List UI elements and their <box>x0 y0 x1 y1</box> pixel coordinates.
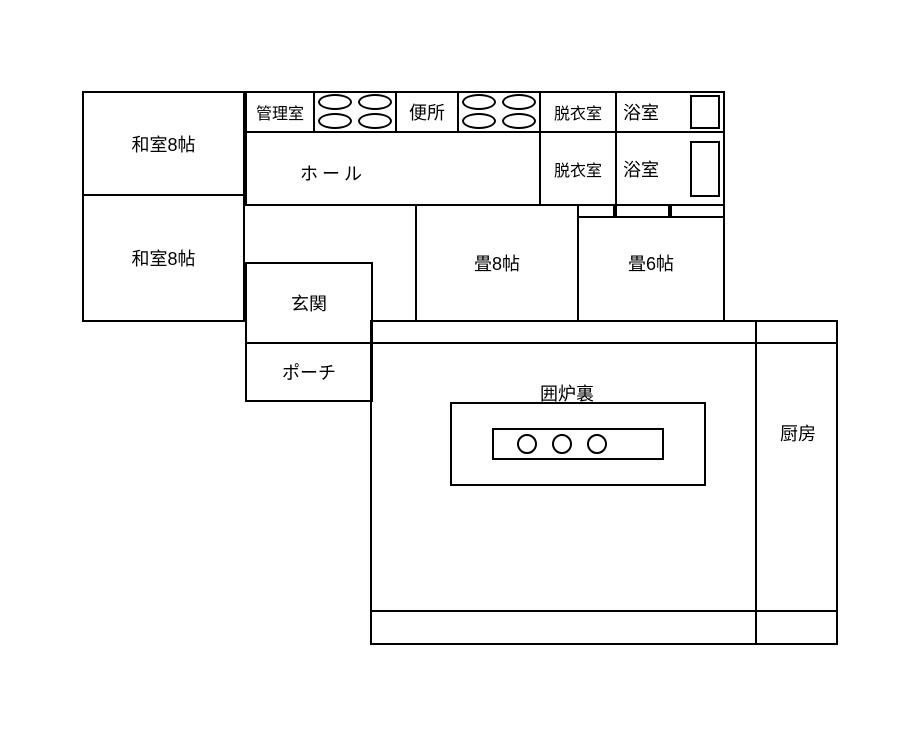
room-porch: ポーチ <box>245 342 373 402</box>
floorplan-canvas: 和室8帖 和室8帖 管理室 便所 脱衣室 浴室 脱衣室 浴室 ホール 畳8帖 <box>0 0 920 736</box>
room-datsui-top: 脱衣室 <box>539 91 617 133</box>
room-tatami6: 畳6帖 <box>577 204 725 322</box>
tiny-cell <box>670 204 725 218</box>
room-label: 和室8帖 <box>131 245 195 271</box>
bath-tub-bottom <box>690 141 720 197</box>
room-benjo: 便所 <box>395 91 459 133</box>
room-label: 畳8帖 <box>474 250 520 276</box>
wc-fixture-icon <box>358 94 392 110</box>
room-label: 管理室 <box>256 100 304 124</box>
room-label: 玄関 <box>291 290 327 316</box>
room-label: 浴室 <box>623 156 659 182</box>
room-washitsu8-top: 和室8帖 <box>82 91 245 196</box>
room-kanri: 管理室 <box>245 91 315 133</box>
wc-fixture-icon <box>462 113 496 129</box>
chubo-label: 厨房 <box>780 420 816 446</box>
wc-fixture-icon <box>502 94 536 110</box>
wc-fixture-icon <box>462 94 496 110</box>
room-label: 脱衣室 <box>554 100 602 124</box>
wc-fixture-icon <box>502 113 536 129</box>
bath-tub-top <box>690 95 720 129</box>
irori-circle-icon <box>517 434 537 454</box>
room-washitsu8-bottom: 和室8帖 <box>82 194 245 322</box>
wc-fixture-icon <box>318 113 352 129</box>
hall-label: ホール <box>300 160 366 186</box>
room-label: ポーチ <box>282 359 336 385</box>
wc-fixture-icon <box>318 94 352 110</box>
room-tatami8: 畳8帖 <box>415 204 579 322</box>
kitchen-wall <box>755 320 838 645</box>
room-label: 畳6帖 <box>628 250 674 276</box>
room-label: 脱衣室 <box>554 157 602 181</box>
room-label: 和室8帖 <box>131 131 195 157</box>
wc-fixture-icon <box>358 113 392 129</box>
tiny-cell <box>577 204 615 218</box>
room-label: 浴室 <box>623 99 659 125</box>
room-genkan: 玄関 <box>245 262 373 344</box>
irori-circle-icon <box>552 434 572 454</box>
tiny-cell <box>615 204 670 218</box>
irori-circle-icon <box>587 434 607 454</box>
room-label: 便所 <box>409 99 445 125</box>
room-datsui-bottom: 脱衣室 <box>539 131 617 206</box>
